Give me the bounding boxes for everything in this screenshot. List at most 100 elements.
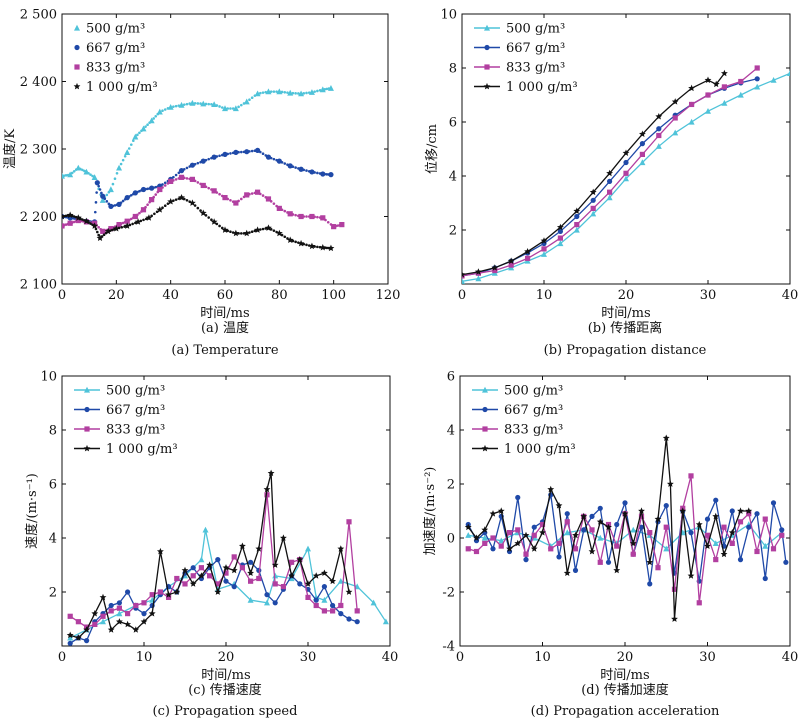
series-dot-1 [113,204,117,207]
series-point-3 [507,257,515,264]
legend-label-0: 500 g/m³ [504,384,563,399]
series-point-0 [167,103,174,110]
series-point-2 [647,530,653,536]
series-point-2 [140,207,147,213]
caption-c-cn: (c) 传播速度 [188,682,262,698]
series-point-1 [779,527,785,533]
legend-marker-3 [83,444,91,452]
series-point-2 [248,578,254,584]
series-point-1 [67,640,73,646]
series-dot-3 [199,209,202,212]
series-dot-0 [237,105,240,109]
series-point-2 [305,594,311,600]
series-point-1 [754,76,760,82]
series-point-1 [313,597,319,603]
series-dot-0 [229,107,232,110]
series-point-0 [498,537,505,544]
series-point-0 [573,226,580,233]
series-point-3 [254,226,262,233]
series-point-1 [597,505,603,511]
caption-d-en: (d) Propagation acceleration [531,704,720,719]
series-dot-3 [96,230,99,234]
y-tick-label: 0 [447,532,455,547]
series-point-3 [312,572,320,579]
legend-marker-0 [74,24,80,31]
series-point-3 [74,634,82,641]
series-point-2 [256,575,262,582]
series-point-0 [541,251,547,257]
series-point-0 [639,159,646,166]
series-point-1 [783,559,789,565]
series-point-2 [655,565,661,571]
series-point-2 [597,559,603,565]
series-point-3 [148,610,156,617]
series-dot-2 [305,215,308,218]
series-dot-3 [134,221,137,225]
series-point-1 [770,500,777,506]
legend-marker-1 [84,406,90,413]
series-dot-2 [174,178,178,181]
series-point-3 [199,209,207,217]
series-point-2 [473,548,480,555]
series-point-2 [100,613,106,619]
y-tick-label: 10 [40,370,57,385]
series-dot-2 [138,211,141,215]
series-point-3 [589,188,597,196]
series-point-2 [539,521,546,528]
series-point-3 [222,564,230,571]
series-point-1 [354,619,360,625]
y-tick-label: 8 [449,62,457,77]
series-point-1 [638,524,645,530]
y-axis-label: 加速度/(m·s⁻²) [422,467,438,556]
series-point-3 [96,234,104,242]
series-point-1 [663,503,669,509]
series-point-1 [222,151,228,157]
series-point-2 [198,565,204,571]
series-point-3 [74,214,82,221]
series-point-2 [623,170,629,176]
series-point-1 [531,524,537,530]
series-point-3 [481,526,489,533]
series-point-3 [606,169,614,177]
series-dot-3 [120,226,124,229]
caption-c-en: (c) Propagation speed [153,704,298,719]
series-point-0 [254,90,261,97]
series-point-2 [272,581,278,587]
series-point-2 [638,513,645,519]
series-point-1 [688,530,694,536]
series-point-2 [116,605,122,611]
series-point-0 [308,89,315,95]
x-tick-label: 0 [456,650,464,665]
series-point-3 [497,507,505,514]
series-point-0 [597,534,604,541]
series-point-2 [672,115,678,121]
series-dot-0 [313,90,316,93]
series-point-0 [189,99,196,106]
series-dot-3 [166,202,170,205]
series-point-3 [522,531,530,539]
series-point-3 [296,556,304,563]
legend-label-1: 667 g/m³ [106,403,165,418]
legend-label-3: 1 000 g/m³ [504,442,576,457]
series-point-3 [210,218,218,225]
series-dot-2 [207,186,210,190]
series-point-0 [705,108,711,114]
series-point-3 [720,69,728,77]
series-point-1 [272,600,278,606]
series-point-3 [221,226,229,233]
series-point-3 [671,615,678,622]
series-dot-2 [121,221,125,225]
series-point-1 [704,516,711,522]
series-dot-3 [196,206,200,210]
y-tick-label: 2 400 [20,75,57,90]
series-point-3 [62,212,66,220]
series-point-3 [214,588,222,595]
series-point-3 [263,485,271,493]
series-point-3 [104,227,112,235]
series-dot-0 [261,91,265,94]
series-dot-0 [111,182,115,186]
series-point-2 [688,473,694,479]
series-dot-0 [119,162,123,166]
series-dot-2 [64,223,68,226]
series-point-3 [506,545,513,552]
